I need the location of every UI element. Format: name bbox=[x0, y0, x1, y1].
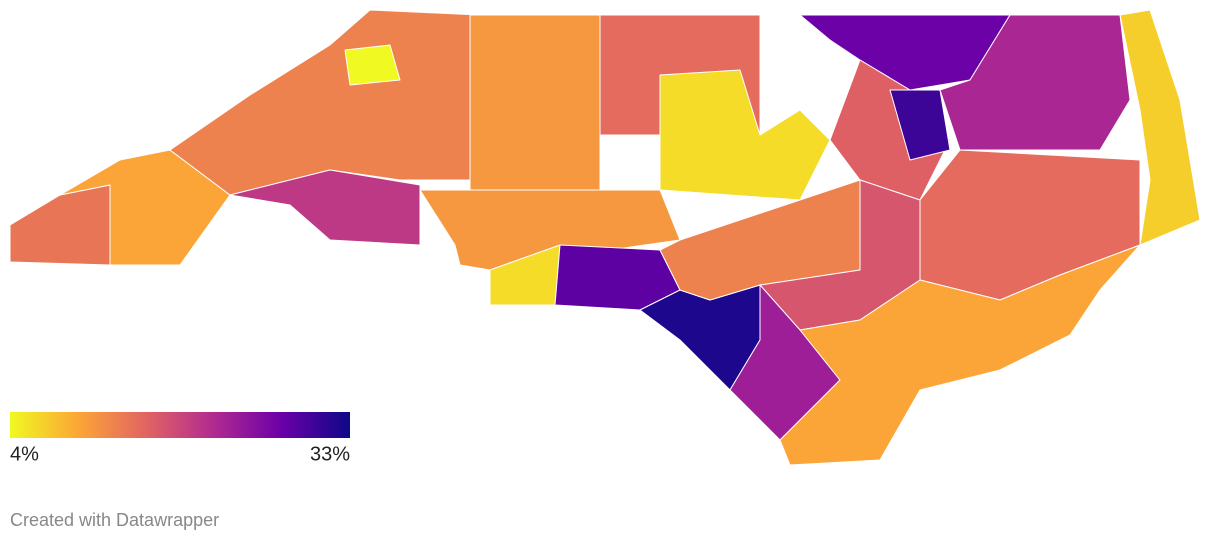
footer: Created with Datawrapper bbox=[10, 510, 219, 530]
county-region[interactable] bbox=[889, 89, 951, 161]
county-region[interactable] bbox=[939, 14, 1131, 151]
county-layer bbox=[9, 9, 1201, 466]
county-region[interactable] bbox=[779, 244, 1141, 466]
county-region[interactable] bbox=[59, 149, 231, 266]
county-region[interactable] bbox=[9, 184, 111, 266]
county-region[interactable] bbox=[659, 69, 831, 201]
legend-gradient bbox=[10, 412, 350, 438]
county-region[interactable] bbox=[229, 169, 421, 246]
county-region[interactable] bbox=[169, 9, 481, 196]
legend-max-label: 33% bbox=[310, 443, 350, 465]
county-region[interactable] bbox=[1119, 9, 1201, 246]
county-region[interactable] bbox=[344, 44, 401, 86]
legend-min-label: 4% bbox=[10, 443, 39, 465]
county-region[interactable] bbox=[469, 14, 601, 191]
